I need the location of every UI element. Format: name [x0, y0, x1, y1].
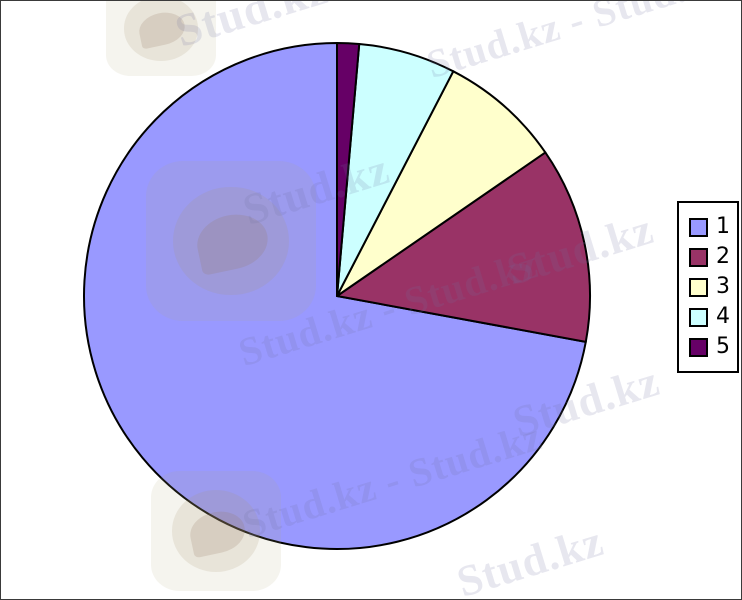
legend-swatch-icon-1 — [689, 217, 708, 237]
pie-slice-3[interactable] — [336, 70, 547, 297]
legend-label-5: 5 — [716, 334, 730, 359]
legend-item-4[interactable]: 4 — [689, 302, 730, 332]
legend-label-2: 2 — [716, 244, 730, 269]
legend-swatch-icon-2 — [689, 247, 708, 267]
legend-swatch-icon-4 — [689, 307, 708, 327]
legend-item-3[interactable]: 3 — [689, 272, 730, 302]
legend-label-4: 4 — [716, 304, 730, 329]
pie-slice-5[interactable] — [336, 42, 361, 297]
chart-legend: 1 2 3 4 5 — [677, 201, 739, 373]
legend-item-2[interactable]: 2 — [689, 242, 730, 272]
legend-swatch-icon-5 — [689, 337, 708, 357]
pie-slice-2[interactable] — [336, 151, 591, 343]
legend-item-5[interactable]: 5 — [689, 332, 730, 362]
legend-item-1[interactable]: 1 — [689, 212, 730, 242]
legend-label-1: 1 — [716, 214, 730, 239]
legend-swatch-icon-3 — [689, 277, 708, 297]
pie-slice-1[interactable] — [83, 42, 587, 550]
legend-label-3: 3 — [716, 274, 730, 299]
pie-slice-group — [83, 42, 591, 550]
